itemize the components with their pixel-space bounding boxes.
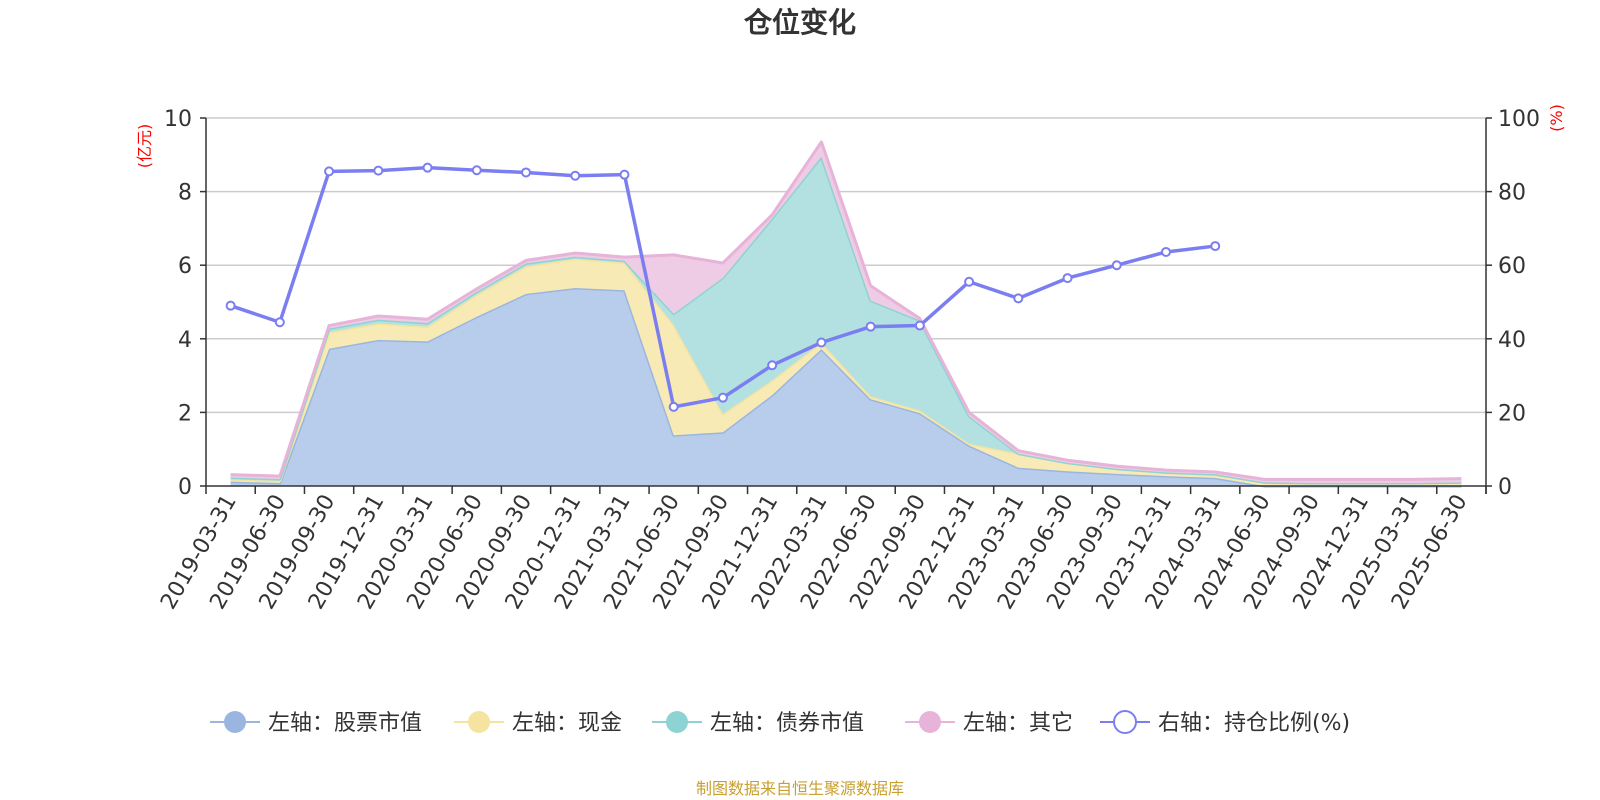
ratio-point [865, 321, 876, 332]
ratio-point [274, 317, 285, 328]
area-左轴：股票市值 [230, 288, 1462, 486]
left-axis-tick-label: 6 [178, 254, 192, 279]
data-source-note: 制图数据来自恒生聚源数据库 [696, 779, 904, 798]
legend-item[interactable]: 左轴：股票市值 [210, 711, 422, 736]
left-axis-tick-label: 0 [178, 475, 192, 500]
ratio-point [619, 169, 630, 180]
ratio-line-series [225, 162, 1221, 412]
legend-swatch-marker [666, 711, 688, 733]
left-axis-tick-label: 8 [178, 181, 192, 206]
legend-item[interactable]: 右轴：持仓比例(%) [1100, 710, 1350, 736]
ratio-point [1111, 260, 1122, 271]
chart-title: 仓位变化 [744, 6, 856, 39]
ratio-point [964, 276, 975, 287]
ratio-point [668, 401, 679, 412]
right-axis-tick-label: 20 [1498, 401, 1526, 426]
left-axis-tick-label: 4 [178, 328, 192, 353]
ratio-point [914, 320, 925, 331]
left-axis-tick-label: 2 [178, 401, 192, 426]
legend-label: 左轴：现金 [512, 711, 622, 736]
left-axis-unit: (亿元) [135, 124, 154, 169]
right-axis-unit: (%) [1547, 104, 1566, 132]
legend-item[interactable]: 左轴：债券市值 [652, 711, 864, 736]
legend-label: 左轴：其它 [963, 711, 1073, 736]
legend-label: 左轴：股票市值 [268, 711, 422, 736]
right-axis-tick-label: 40 [1498, 328, 1526, 353]
ratio-point [1062, 273, 1073, 284]
right-axis-tick-label: 60 [1498, 254, 1526, 279]
left-axis-tick-label: 10 [164, 107, 192, 132]
ratio-point [225, 300, 236, 311]
ratio-point [1210, 241, 1221, 252]
legend-swatch-marker [468, 711, 490, 733]
legend[interactable]: 左轴：股票市值 左轴：现金 左轴：债券市值 左轴：其它 右轴：持仓比例(%) [210, 710, 1350, 736]
ratio-point [373, 165, 384, 176]
ratio-point [1161, 246, 1171, 257]
legend-swatch-marker [224, 711, 246, 733]
area-左轴：现金 [230, 258, 1462, 486]
legend-label: 左轴：债券市值 [710, 711, 864, 736]
ratio-point [717, 392, 728, 403]
stacked-areas [230, 140, 1462, 488]
legend-swatch-marker [919, 711, 941, 733]
legend-item[interactable]: 左轴：其它 [905, 711, 1073, 736]
ratio-point [324, 166, 335, 177]
ratio-point [521, 167, 531, 178]
ratio-point [767, 360, 778, 371]
legend-item[interactable]: 左轴：现金 [454, 711, 622, 736]
legend-label: 右轴：持仓比例(%) [1158, 711, 1350, 736]
right-axis-tick-label: 0 [1498, 475, 1512, 500]
area-左轴：债券市值 [230, 156, 1462, 484]
area-edge-左轴：其它 [230, 140, 1462, 481]
ratio-point [816, 337, 827, 348]
right-axis-tick-label: 80 [1498, 181, 1526, 206]
legend-swatch-marker [1113, 710, 1137, 734]
ratio-point [570, 170, 581, 181]
ratio-point [1013, 293, 1024, 304]
right-axis-tick-label: 100 [1498, 107, 1540, 132]
ratio-point [422, 162, 433, 173]
ratio-point [471, 165, 482, 176]
